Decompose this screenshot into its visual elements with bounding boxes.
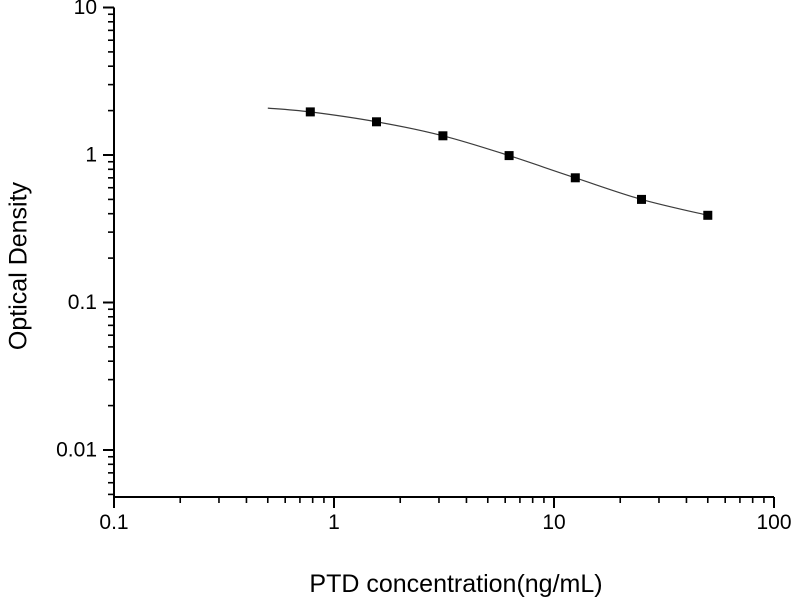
y-tick-label: 0.01 xyxy=(56,439,97,462)
data-point-marker xyxy=(637,194,646,204)
x-tick-label: 100 xyxy=(756,511,791,534)
data-point-marker xyxy=(438,131,448,141)
data-point-marker xyxy=(703,210,713,220)
y-tick-label: 0.1 xyxy=(68,291,97,314)
fit-curve xyxy=(267,107,708,216)
data-point-marker xyxy=(305,107,315,117)
y-tick-label: 1 xyxy=(85,144,97,167)
data-point-marker xyxy=(504,151,514,161)
data-point-marker xyxy=(372,117,381,127)
y-axis-title: Optical Density xyxy=(4,181,33,351)
x-tick-label: 1 xyxy=(328,511,340,534)
x-tick-label: 0.1 xyxy=(99,511,128,534)
x-tick-label: 10 xyxy=(542,511,565,534)
data-point-marker xyxy=(570,173,580,183)
y-tick-label: 10 xyxy=(74,0,97,19)
x-axis-title: PTD concentration(ng/mL) xyxy=(309,570,603,598)
